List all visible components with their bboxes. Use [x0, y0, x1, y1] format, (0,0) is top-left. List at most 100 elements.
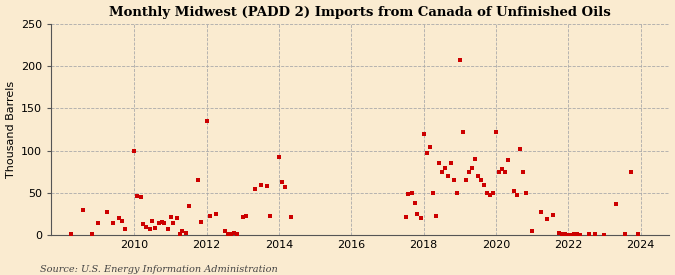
- Point: [472, 174, 483, 178]
- Point: [452, 191, 462, 195]
- Point: [265, 214, 275, 218]
- Point: [222, 232, 233, 236]
- Point: [436, 170, 447, 174]
- Point: [262, 184, 273, 188]
- Point: [574, 233, 585, 238]
- Point: [560, 232, 571, 237]
- Point: [238, 214, 248, 219]
- Point: [479, 182, 489, 187]
- Point: [557, 232, 568, 236]
- Point: [599, 233, 610, 238]
- Point: [433, 161, 444, 166]
- Point: [277, 180, 288, 184]
- Point: [475, 178, 486, 183]
- Point: [526, 229, 537, 233]
- Point: [590, 232, 601, 237]
- Point: [464, 170, 475, 174]
- Point: [500, 170, 510, 174]
- Point: [457, 130, 468, 134]
- Point: [584, 232, 595, 236]
- Point: [518, 170, 529, 174]
- Point: [448, 178, 459, 183]
- Point: [249, 187, 260, 191]
- Y-axis label: Thousand Barrels: Thousand Barrels: [5, 81, 16, 178]
- Point: [211, 212, 221, 216]
- Point: [425, 144, 435, 149]
- Point: [150, 226, 161, 230]
- Point: [626, 170, 637, 174]
- Point: [454, 58, 465, 62]
- Point: [421, 151, 432, 155]
- Point: [153, 221, 164, 226]
- Point: [141, 225, 152, 229]
- Point: [554, 231, 564, 235]
- Point: [406, 191, 417, 195]
- Point: [279, 185, 290, 189]
- Point: [512, 192, 522, 197]
- Point: [225, 232, 236, 237]
- Point: [497, 167, 508, 172]
- Point: [632, 232, 643, 236]
- Point: [219, 229, 230, 233]
- Point: [195, 220, 206, 224]
- Point: [177, 229, 188, 233]
- Point: [171, 216, 182, 221]
- Point: [400, 214, 411, 219]
- Point: [487, 191, 498, 195]
- Point: [256, 182, 267, 187]
- Point: [162, 226, 173, 231]
- Point: [65, 232, 76, 236]
- Point: [572, 232, 583, 237]
- Point: [502, 158, 513, 162]
- Point: [520, 191, 531, 195]
- Point: [156, 220, 167, 224]
- Point: [228, 231, 239, 235]
- Point: [460, 178, 471, 183]
- Point: [174, 232, 185, 236]
- Point: [515, 147, 526, 151]
- Point: [93, 221, 104, 226]
- Point: [427, 191, 438, 195]
- Point: [481, 191, 492, 195]
- Point: [132, 193, 142, 198]
- Point: [412, 212, 423, 216]
- Point: [611, 202, 622, 206]
- Point: [439, 166, 450, 170]
- Point: [165, 214, 176, 219]
- Point: [159, 221, 170, 226]
- Point: [102, 210, 113, 214]
- Point: [286, 214, 296, 219]
- Point: [129, 148, 140, 153]
- Title: Monthly Midwest (PADD 2) Imports from Canada of Unfinished Oils: Monthly Midwest (PADD 2) Imports from Ca…: [109, 6, 612, 18]
- Point: [620, 232, 630, 237]
- Point: [86, 232, 97, 237]
- Point: [493, 170, 504, 174]
- Point: [114, 216, 125, 221]
- Point: [240, 214, 251, 218]
- Point: [403, 192, 414, 196]
- Point: [180, 231, 191, 235]
- Point: [108, 221, 119, 225]
- Point: [144, 226, 155, 231]
- Point: [508, 189, 519, 194]
- Point: [547, 213, 558, 217]
- Point: [430, 214, 441, 218]
- Point: [120, 227, 131, 232]
- Point: [147, 219, 158, 223]
- Point: [446, 161, 456, 166]
- Point: [138, 222, 149, 227]
- Point: [470, 157, 481, 161]
- Point: [135, 195, 146, 199]
- Point: [485, 192, 495, 197]
- Point: [273, 155, 284, 159]
- Point: [168, 221, 179, 225]
- Text: Source: U.S. Energy Information Administration: Source: U.S. Energy Information Administ…: [40, 265, 278, 274]
- Point: [415, 215, 426, 220]
- Point: [232, 232, 242, 236]
- Point: [117, 219, 128, 223]
- Point: [409, 201, 420, 205]
- Point: [566, 233, 576, 238]
- Point: [563, 233, 574, 238]
- Point: [442, 174, 453, 178]
- Point: [78, 208, 88, 212]
